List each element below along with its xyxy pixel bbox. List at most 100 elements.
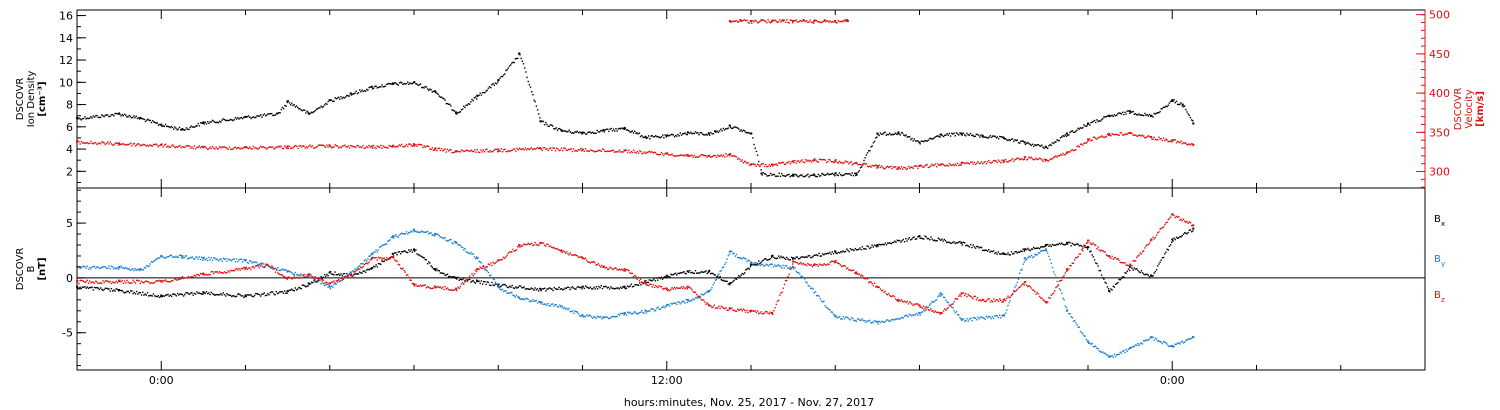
y-tick-label: 0 (66, 272, 73, 285)
y-tick-label: 2 (66, 165, 73, 178)
legend-subscript: z (1441, 296, 1445, 304)
field-series-Bz-point (307, 273, 310, 276)
plasma-series-0-point (455, 111, 458, 114)
plasma-series-1-point (1065, 151, 1068, 154)
plasma-series-0-point (1065, 132, 1068, 135)
field-series-Bz-point (813, 263, 816, 266)
field-series-Bx-point (160, 294, 163, 297)
density-axis-title-line: DSCOVR (15, 78, 26, 121)
y-tick-label: 500 (1429, 9, 1450, 22)
field-series-By-point (328, 285, 331, 288)
plasma-series-2-point (813, 20, 816, 22)
plasma-series-2 (728, 18, 849, 24)
field-axis-title-line: DSCOVR (15, 248, 26, 291)
plasma-series-0-point (981, 134, 984, 137)
density-axis-title-line: [cm⁻³] (37, 81, 48, 116)
field-series-Bz-point (286, 276, 289, 279)
plasma-series-1 (76, 132, 1195, 170)
field-series-Bx-point (876, 244, 879, 246)
plasma-series-2-point (846, 20, 849, 22)
field-series-Bz-point (370, 257, 373, 260)
field-series-Bx (76, 227, 1195, 299)
y-tick-label: 10 (59, 76, 73, 89)
plasma-series-0-point (1171, 99, 1174, 102)
plasma-series-0-point (1129, 110, 1132, 113)
field-series-Bz-point (665, 287, 668, 290)
field-axis-title-line: [nT] (37, 257, 48, 280)
field-axis-title: DSCOVR B [nT] (15, 248, 48, 291)
plasma-series-1-point (118, 142, 121, 145)
plasma-series-1-point (1192, 143, 1195, 146)
y-tick-label: 14 (59, 32, 73, 45)
field-series-By-point (686, 298, 689, 301)
field-series-Bz-point (644, 282, 647, 285)
field-series-Bz-point (834, 260, 837, 263)
velocity-axis-title-line: [km/s] (1475, 91, 1486, 127)
plasma-series-1-point (328, 144, 331, 147)
field-series-Bz-point (1065, 268, 1068, 271)
y-tick-label: 450 (1429, 48, 1450, 61)
plasma-series-1-point (413, 143, 415, 146)
field-series-By-point (118, 265, 121, 268)
plasma-series-1-point (497, 148, 500, 151)
y-tick-label: 12 (59, 54, 73, 67)
field-series-By (76, 228, 1195, 358)
plasma-series-1-point (434, 147, 437, 150)
plasma-series-0-point (202, 121, 205, 124)
field-series-By-point (181, 255, 184, 257)
field-series-Bz-point (202, 272, 205, 275)
plasma-series-1-point (834, 159, 837, 162)
field-series-Bz-point (349, 273, 352, 276)
y-tick-label: 300 (1429, 166, 1450, 179)
field-axis-title-line: B (26, 265, 37, 272)
plasma-series-0 (76, 52, 1195, 178)
field-series-Bx-point (665, 274, 668, 277)
plasma-series-1-point (813, 158, 816, 161)
plasma-series-1-point (1108, 132, 1111, 135)
plasma-series-1-point (286, 145, 289, 148)
plasma-series-0-point (1181, 103, 1184, 106)
field-series-Bz-point (413, 283, 415, 286)
field-series-Bz (76, 213, 1195, 316)
field-series-Bz-point (118, 280, 121, 283)
field-series-Bx-point (1192, 227, 1195, 230)
plasma-series-2-point (771, 20, 774, 22)
y-tick-label: 8 (66, 99, 73, 112)
velocity-axis-title: DSCOVR Velocity [km/s] (1453, 88, 1486, 131)
y-tick-label: 6 (66, 121, 73, 134)
plasma-series-0-point (1192, 122, 1195, 125)
field-series-Bx-point (76, 285, 78, 288)
y-tick-label: -5 (62, 327, 73, 340)
field-series-Bx-point (244, 294, 247, 297)
plasma-series-0-point (960, 132, 963, 135)
field-series-Bz-point (623, 268, 626, 271)
field-series-Bx-point (1171, 238, 1174, 241)
plasma-series-1-point (876, 165, 879, 167)
plasma-series-0-point (792, 173, 795, 176)
x-axis-label: hours:minutes, Nov. 25, 2017 - Nov. 27, … (624, 396, 874, 409)
y-tick-label: 5 (66, 217, 73, 230)
plasma-series-2-point (728, 20, 731, 22)
field-series-By-point (497, 285, 500, 288)
y-tick-label: 16 (59, 10, 73, 23)
legend-label: B (1434, 290, 1441, 301)
field-series-By-point (939, 292, 942, 295)
field-series-Bx-point (1065, 241, 1068, 244)
field-series-Bx-point (413, 248, 415, 251)
velocity-axis-title-line: Velocity (1464, 89, 1475, 128)
field-series-By-point (1044, 248, 1047, 251)
x-tick-label: 12:00 (651, 374, 683, 387)
plasma-series-0-point (760, 172, 763, 175)
field-series-Bz-point (855, 271, 858, 274)
y-tick-label: 4 (66, 143, 73, 156)
velocity-axis-title-line: DSCOVR (1453, 88, 1464, 131)
plasma-series-0-point (76, 116, 78, 119)
legend-label: B (1434, 254, 1441, 265)
legend-subscript: x (1441, 220, 1445, 228)
plasma-series-1-point (728, 153, 731, 156)
legend-label: B (1434, 214, 1441, 225)
x-tick-label: 0:00 (149, 374, 174, 387)
